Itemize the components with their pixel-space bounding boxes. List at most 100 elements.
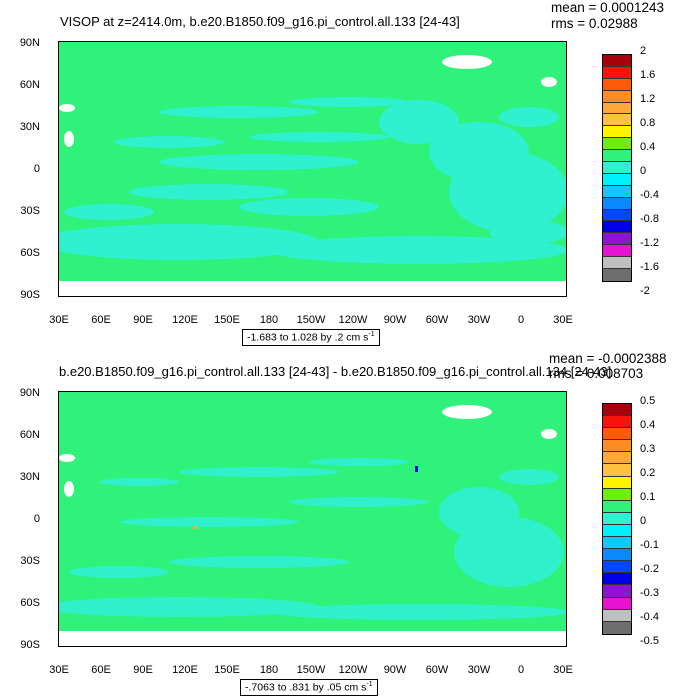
- colorbar-swatch: [603, 524, 631, 538]
- colorbar-swatch: [603, 173, 631, 186]
- plot-title: VISOP at z=2414.0m, b.e20.B1850.f09_g16.…: [60, 14, 460, 29]
- colorbar-swatch: [603, 257, 631, 270]
- lon-label: 30E: [49, 314, 69, 326]
- lon-label: 60W: [425, 664, 449, 676]
- colorbar-label: -0.8: [640, 213, 659, 225]
- field-pattern: [59, 392, 566, 646]
- colorbar-label: 0.1: [640, 491, 656, 503]
- plot-panel-bottom: b.e20.B1850.f09_g16.pi_control.all.133 […: [0, 350, 700, 700]
- colorbar-swatch: [603, 162, 631, 174]
- lon-label: 60W: [425, 314, 449, 326]
- colorbar-label: -0.1: [640, 539, 659, 551]
- colorbar-label: 0: [640, 515, 647, 527]
- colorbar-label: -2: [640, 285, 650, 297]
- lon-label: 150E: [214, 664, 240, 676]
- lat-label: 30S: [20, 555, 40, 567]
- colorbar: [602, 54, 632, 282]
- colorbar-label: 0.8: [640, 117, 656, 129]
- contour-range-exponent: -1: [368, 331, 375, 338]
- colorbar-swatch: [603, 221, 631, 234]
- colorbar-swatch: [603, 452, 631, 465]
- colorbar-swatch: [603, 597, 631, 610]
- colorbar-label: -0.4: [640, 611, 659, 623]
- colorbar-label: 0.5: [640, 395, 656, 407]
- lon-label: 120W: [338, 664, 368, 676]
- map-field: [58, 41, 567, 297]
- colorbar-swatch: [603, 78, 631, 91]
- lon-label: 90W: [383, 664, 407, 676]
- map-field: [58, 391, 567, 647]
- colorbar-label: 0: [640, 165, 647, 177]
- lon-label: 120E: [172, 664, 198, 676]
- colorbar-swatch: [603, 561, 631, 574]
- colorbar-swatch: [603, 404, 631, 417]
- lon-label: 0: [517, 314, 525, 326]
- contour-range-text: -.7063 to .831 by .05 cm s: [245, 681, 367, 694]
- colorbar-swatch: [603, 440, 631, 453]
- colorbar-swatch: [603, 90, 631, 103]
- plot-title: b.e20.B1850.f09_g16.pi_control.all.133 […: [59, 364, 612, 379]
- lon-label: 30E: [553, 664, 573, 676]
- colorbar-swatch: [603, 197, 631, 210]
- lon-label: 30E: [553, 314, 573, 326]
- colorbar-swatch: [603, 537, 631, 550]
- colorbar-swatch: [603, 55, 631, 67]
- colorbar-label: -0.2: [640, 563, 659, 575]
- lon-label: 150W: [296, 314, 326, 326]
- colorbar-swatch: [603, 233, 631, 246]
- lat-label: 90S: [20, 289, 40, 301]
- colorbar-swatch: [603, 185, 631, 198]
- colorbar-swatch: [603, 585, 631, 598]
- colorbar-swatch: [603, 114, 631, 127]
- lon-label: 90W: [383, 314, 407, 326]
- colorbar-swatch: [603, 549, 631, 562]
- colorbar-label: -0.4: [640, 189, 659, 201]
- colorbar-label: -1.2: [640, 237, 659, 249]
- lon-label: 30W: [467, 314, 491, 326]
- lon-label: 30W: [467, 664, 491, 676]
- lon-label: 60E: [91, 664, 111, 676]
- colorbar-swatch: [603, 573, 631, 586]
- lon-label: 150W: [296, 664, 326, 676]
- lat-label: 0: [33, 513, 40, 525]
- lon-label: 90E: [133, 314, 153, 326]
- colorbar-label: 2: [640, 45, 647, 57]
- lon-label: 120W: [338, 314, 368, 326]
- lat-label: 30N: [19, 121, 40, 133]
- lat-label: 60S: [20, 247, 40, 259]
- colorbar-swatch: [603, 269, 631, 281]
- lat-label: 0: [33, 163, 40, 175]
- colorbar-swatch: [603, 500, 631, 513]
- colorbar-swatch: [603, 609, 631, 622]
- colorbar-label: -0.5: [640, 635, 659, 647]
- colorbar-label: 0.2: [640, 467, 656, 479]
- colorbar-label: 0.3: [640, 443, 656, 455]
- contour-range-box: -.7063 to .831 by .05 cm s-1: [240, 679, 378, 696]
- lon-label: 150E: [214, 314, 240, 326]
- colorbar-label: -1.6: [640, 261, 659, 273]
- colorbar-swatch: [603, 428, 631, 441]
- colorbar-swatch: [603, 209, 631, 222]
- contour-range-text: -1.683 to 1.028 by .2 cm s: [247, 331, 369, 344]
- lon-label: 30E: [49, 664, 69, 676]
- rms-text: rms = 0.008703: [549, 366, 644, 381]
- colorbar-swatch: [603, 66, 631, 79]
- contour-range-exponent: -1: [366, 681, 373, 688]
- lon-label: 60E: [91, 314, 111, 326]
- colorbar-swatch: [603, 488, 631, 501]
- lat-label: 60S: [20, 597, 40, 609]
- colorbar-label: 1.6: [640, 69, 656, 81]
- colorbar-swatch: [603, 126, 631, 139]
- colorbar-label: 0.4: [640, 141, 656, 153]
- colorbar-label: 0.4: [640, 419, 656, 431]
- colorbar-label: -0.3: [640, 587, 659, 599]
- field-pattern: [59, 42, 566, 296]
- lon-label: 0: [517, 664, 525, 676]
- colorbar: [602, 403, 632, 635]
- lat-label: 90N: [19, 387, 40, 399]
- colorbar-swatch: [603, 512, 631, 525]
- colorbar-swatch: [603, 464, 631, 477]
- lon-label: 180: [259, 314, 279, 326]
- mean-text: mean = 0.0001243: [551, 0, 664, 15]
- lat-label: 30N: [19, 471, 40, 483]
